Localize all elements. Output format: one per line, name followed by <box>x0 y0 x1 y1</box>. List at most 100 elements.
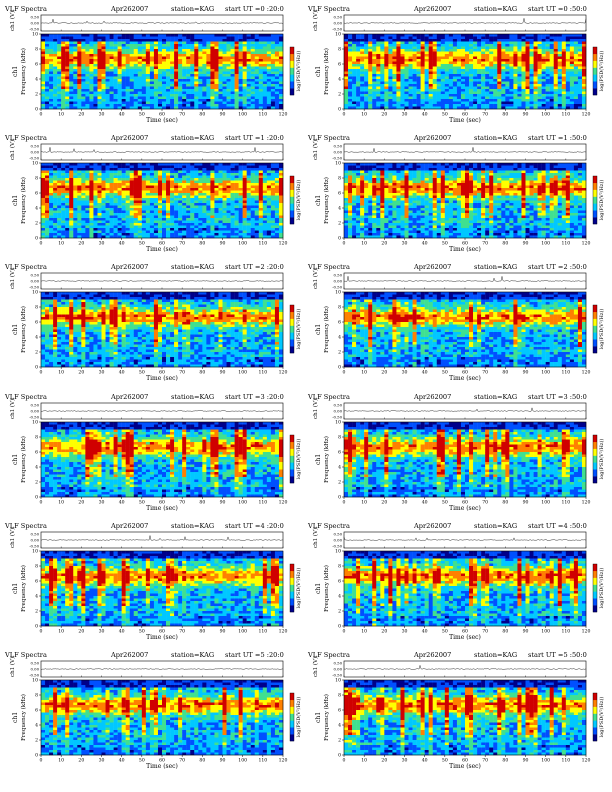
x-tick-label: 80 <box>502 241 508 247</box>
x-tick-label: 120 <box>582 629 591 635</box>
y-tick-label: 0 <box>35 624 38 630</box>
colorbar-label: log(PSD(V²/Hz)) <box>295 180 302 221</box>
x-tick-label: 0 <box>343 629 346 635</box>
x-tick-label: 80 <box>199 112 205 118</box>
x-tick-label: 30 <box>402 500 408 506</box>
x-tick-label: 30 <box>99 758 105 764</box>
waveform-tick-label: 0.50 <box>334 403 343 408</box>
x-tick-label: 30 <box>99 629 105 635</box>
x-tick-label: 70 <box>179 758 185 764</box>
x-tick-label: 120 <box>279 370 288 376</box>
y-tick-label: 8 <box>338 305 341 311</box>
x-tick-label: 110 <box>561 112 570 118</box>
y-tick-label: 10 <box>32 161 38 167</box>
x-tick-label: 10 <box>58 241 64 247</box>
spectrogram-panel: VLF Spectra Apr262007 station=KAG start UT … <box>4 651 302 770</box>
panel-station: station=KAG <box>474 263 517 271</box>
panel-station: station=KAG <box>474 651 517 659</box>
y-tick-label: 10 <box>335 161 341 167</box>
x-tick-label: 40 <box>119 758 125 764</box>
spectrogram-panel: VLF Spectra Apr262007 station=KAG start UT … <box>307 134 605 253</box>
panel-start-time: start UT =4 :50:0 <box>528 522 587 530</box>
y-axis-label: Frequency (kHz) <box>20 306 27 353</box>
waveform-tick-label: 0.50 <box>31 532 40 537</box>
y-tick-label: 4 <box>338 335 341 341</box>
panel-title: VLF Spectra <box>4 393 47 401</box>
x-tick-label: 60 <box>159 370 165 376</box>
x-tick-label: 20 <box>78 629 84 635</box>
y-tick-label: 4 <box>338 77 341 83</box>
x-tick-label: 90 <box>523 500 529 506</box>
waveform-trace <box>40 668 284 670</box>
x-axis-label: Time (sec) <box>146 117 178 124</box>
spectrogram-image <box>344 163 587 239</box>
y-tick-label: 8 <box>338 47 341 53</box>
panel-start-time: start UT =0 :50:0 <box>528 5 587 13</box>
x-tick-label: 120 <box>582 370 591 376</box>
x-axis-label: Time (sec) <box>146 505 178 512</box>
x-axis-label: Time (sec) <box>449 246 481 253</box>
y-tick-label: 0 <box>338 495 341 501</box>
spectrogram-panel: VLF Spectra Apr262007 station=KAG start UT … <box>307 522 605 641</box>
x-tick-label: 100 <box>238 112 247 118</box>
panel-date: Apr262007 <box>413 522 451 530</box>
x-tick-label: 20 <box>78 241 84 247</box>
x-tick-label: 60 <box>462 758 468 764</box>
x-tick-label: 100 <box>541 241 550 247</box>
x-axis-label: Time (sec) <box>146 246 178 253</box>
waveform-tick-label: -0.50 <box>29 415 39 420</box>
x-tick-label: 80 <box>502 370 508 376</box>
spectrogram-panel: VLF Spectra Apr262007 station=KAG start UT … <box>307 393 605 512</box>
channel-label: ch1 <box>12 324 19 335</box>
waveform-axis-label: ch1 (V) <box>9 269 16 289</box>
waveform-axis-label: ch1 (V) <box>9 140 16 160</box>
waveform-axis-label: ch1 (V) <box>312 657 319 677</box>
x-tick-label: 90 <box>220 112 226 118</box>
y-tick-label: 6 <box>35 708 38 714</box>
x-tick-label: 80 <box>502 112 508 118</box>
waveform-axis-label: ch1 (V) <box>312 528 319 548</box>
y-tick-label: 6 <box>338 62 341 68</box>
panel-date: Apr262007 <box>110 263 148 271</box>
y-tick-label: 6 <box>338 708 341 714</box>
y-tick-label: 10 <box>32 32 38 38</box>
waveform-axis-label: ch1 (V) <box>312 140 319 160</box>
x-tick-label: 60 <box>159 500 165 506</box>
x-tick-label: 120 <box>582 758 591 764</box>
panel-date: Apr262007 <box>413 5 451 13</box>
panel-title: VLF Spectra <box>4 263 47 271</box>
panel-title: VLF Spectra <box>4 651 47 659</box>
x-tick-label: 110 <box>258 629 267 635</box>
waveform-tick-label: 0.00 <box>334 279 343 284</box>
panel-date: Apr262007 <box>110 651 148 659</box>
y-tick-label: 8 <box>35 435 38 441</box>
x-tick-label: 90 <box>220 500 226 506</box>
waveform-axis-label: ch1 (V) <box>312 399 319 419</box>
x-tick-label: 100 <box>238 758 247 764</box>
panel-station: station=KAG <box>171 263 214 271</box>
y-tick-label: 4 <box>338 465 341 471</box>
y-tick-label: 2 <box>338 609 341 615</box>
y-axis-label: Frequency (kHz) <box>323 694 330 741</box>
x-tick-label: 80 <box>199 758 205 764</box>
spectrogram-image <box>41 292 284 368</box>
waveform-trace <box>343 147 587 153</box>
panel-station: station=KAG <box>171 522 214 530</box>
waveform-tick-label: 0.00 <box>31 667 40 672</box>
x-tick-label: 40 <box>422 758 428 764</box>
y-tick-label: 10 <box>335 290 341 296</box>
x-tick-label: 10 <box>361 629 367 635</box>
waveform-tick-label: 0.50 <box>334 532 343 537</box>
colorbar <box>593 435 597 484</box>
x-tick-label: 70 <box>179 112 185 118</box>
x-tick-label: 80 <box>199 500 205 506</box>
x-tick-label: 110 <box>258 758 267 764</box>
x-tick-label: 80 <box>502 500 508 506</box>
y-tick-label: 10 <box>335 549 341 555</box>
waveform-axis-label: ch1 (V) <box>312 11 319 31</box>
x-tick-label: 10 <box>361 241 367 247</box>
waveform-tick-label: 0.00 <box>334 667 343 672</box>
x-tick-label: 100 <box>541 629 550 635</box>
panel-station: station=KAG <box>474 134 517 142</box>
x-tick-label: 20 <box>381 112 387 118</box>
